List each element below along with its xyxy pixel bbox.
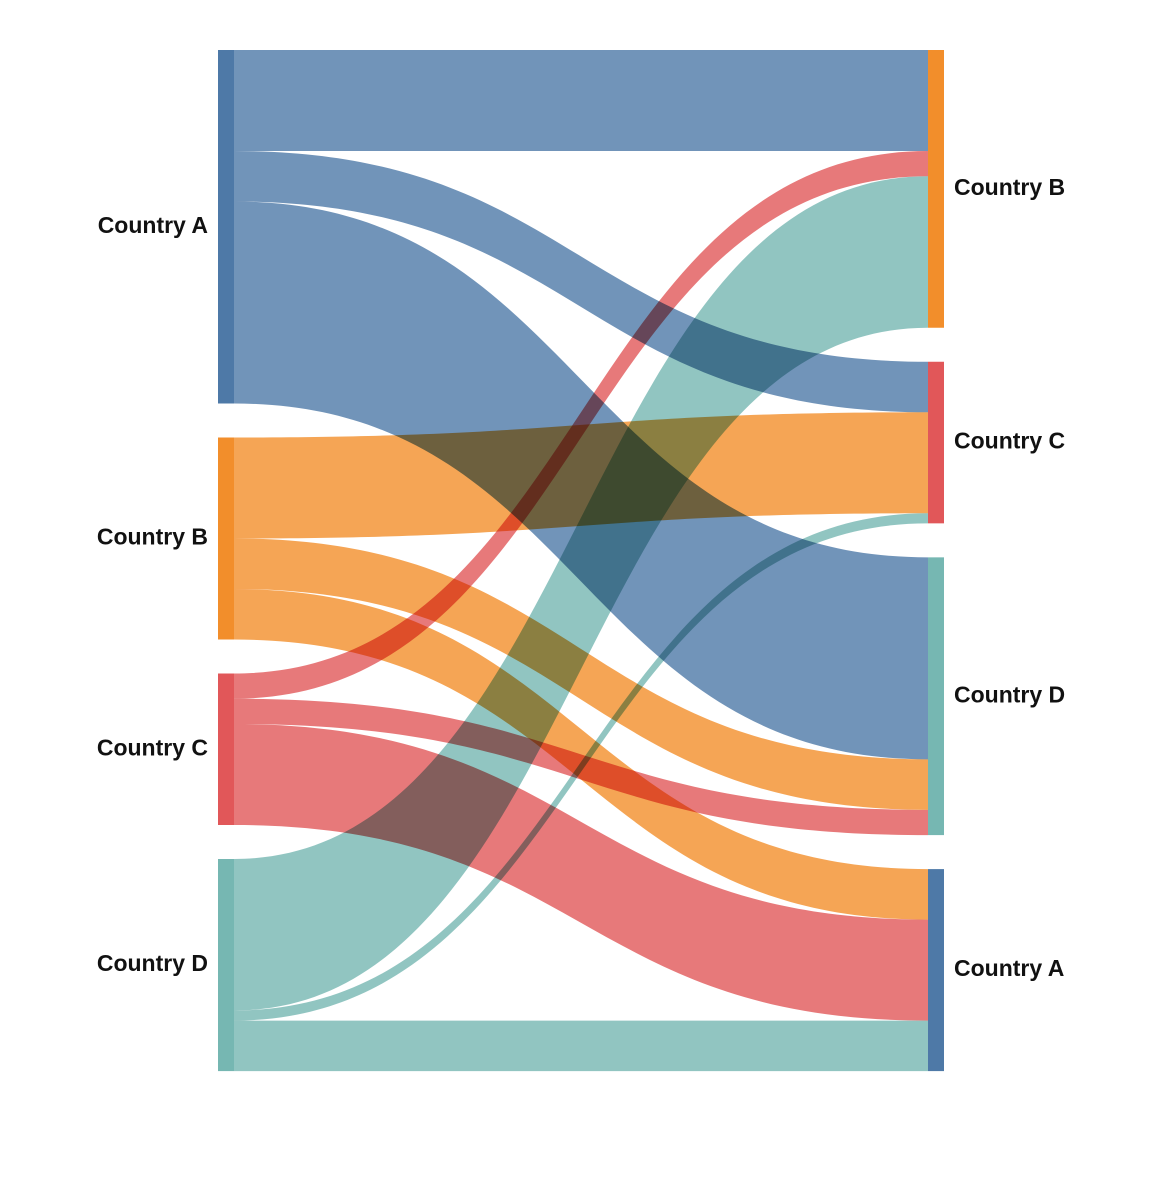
- label-tgt-d: Country D: [954, 681, 1065, 707]
- node-tgt-a: [928, 869, 944, 1072]
- flow-src-d-to-tgt-b: [234, 176, 928, 1011]
- sankey-labels: Country A Country B Country C Country D Coun…: [97, 174, 1065, 981]
- label-tgt-b: Country B: [954, 174, 1065, 200]
- node-tgt-c: [928, 361, 944, 524]
- flow-src-b-to-tgt-d: [234, 538, 928, 810]
- node-src-d: [218, 859, 234, 1072]
- node-src-b: [218, 437, 234, 640]
- sankey-nodes: [218, 50, 944, 1072]
- flow-src-d-to-tgt-c: [234, 513, 928, 1021]
- flow-src-a-to-tgt-b: [234, 50, 928, 151]
- flow-src-b-to-tgt-c: [234, 412, 928, 539]
- label-src-c: Country C: [97, 734, 208, 760]
- label-src-b: Country B: [97, 524, 208, 550]
- node-src-c: [218, 673, 234, 825]
- label-tgt-a: Country A: [954, 955, 1064, 981]
- node-tgt-b: [928, 50, 944, 328]
- flow-src-d-to-tgt-a: [234, 1020, 928, 1072]
- node-src-a: [218, 50, 234, 404]
- flow-src-c-to-tgt-b: [234, 151, 928, 699]
- label-src-a: Country A: [98, 212, 208, 238]
- sankey-links: [234, 50, 928, 1072]
- label-tgt-c: Country C: [954, 428, 1065, 454]
- label-src-d: Country D: [97, 950, 208, 976]
- node-tgt-d: [928, 557, 944, 836]
